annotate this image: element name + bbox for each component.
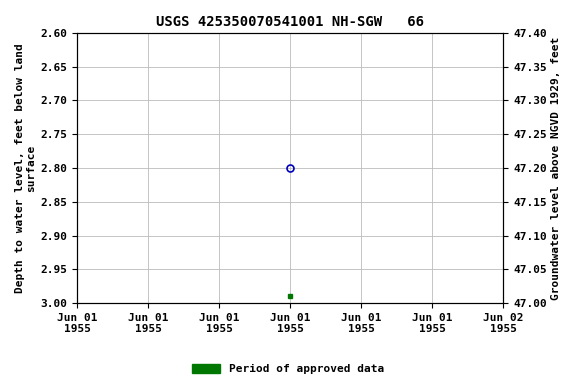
Title: USGS 425350070541001 NH-SGW   66: USGS 425350070541001 NH-SGW 66: [157, 15, 425, 29]
Y-axis label: Depth to water level, feet below land
surface: Depth to water level, feet below land su…: [15, 43, 37, 293]
Y-axis label: Groundwater level above NGVD 1929, feet: Groundwater level above NGVD 1929, feet: [551, 36, 561, 300]
Legend: Period of approved data: Period of approved data: [188, 359, 388, 379]
